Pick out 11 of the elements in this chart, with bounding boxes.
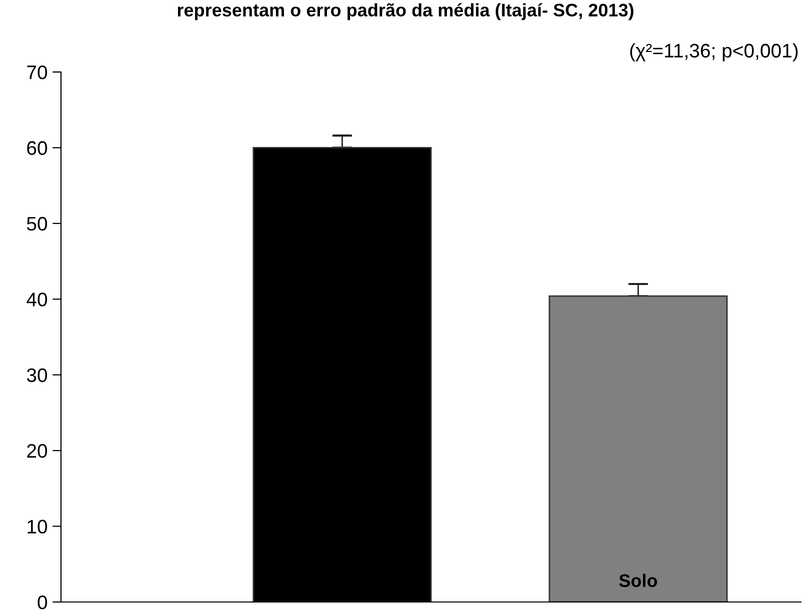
y-tick-label: 10 bbox=[28, 520, 48, 534]
y-tick-label: 20 bbox=[27, 444, 48, 458]
y-tick-label: 40 bbox=[26, 292, 48, 306]
y-tick-label: 50 bbox=[26, 216, 48, 231]
x-tick-label: Solo bbox=[619, 574, 658, 588]
y-tick-label: 0 bbox=[38, 595, 48, 610]
y-tick-label: 30 bbox=[26, 368, 48, 382]
text: (χ²=11,36; p<0,001) bbox=[630, 43, 798, 62]
y-tick-label: 70 bbox=[27, 65, 48, 80]
y-tick-label: 60 bbox=[27, 141, 48, 155]
chart-title: representam o erro padrão da média (Itajaí- SC, 2013) bbox=[178, 3, 634, 20]
